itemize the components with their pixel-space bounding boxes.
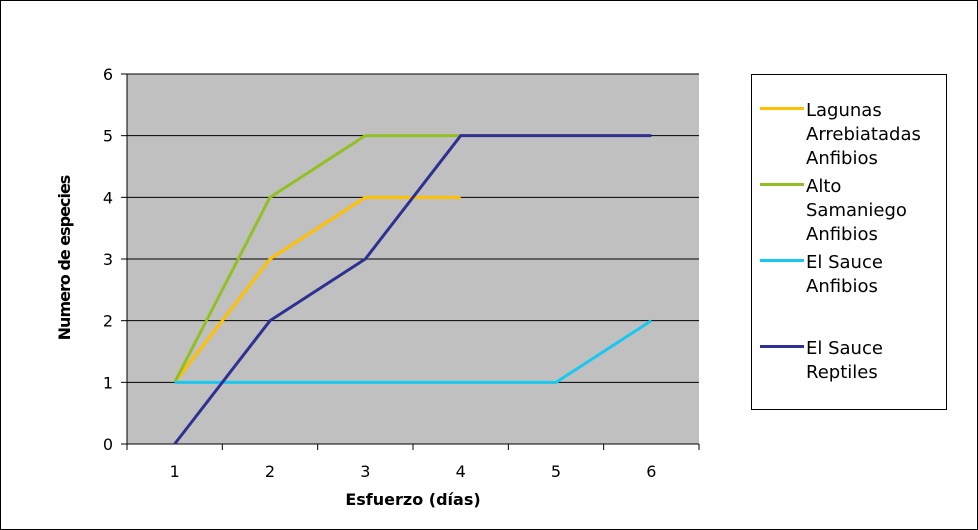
x-tick-label: 2 <box>265 462 275 481</box>
series-line-el-sauce-anfibios <box>174 319 653 384</box>
legend-swatch <box>760 107 804 110</box>
x-tick-label: 3 <box>360 462 370 481</box>
y-tick-label: 3 <box>103 250 113 269</box>
legend-swatch <box>760 259 804 262</box>
legend-item: Alto Samaniego Anfibios <box>760 175 946 247</box>
legend-item: El Sauce Reptiles <box>760 337 946 385</box>
legend-swatch <box>760 183 804 186</box>
legend-label: El Sauce Anfibios <box>806 252 883 297</box>
axes <box>121 73 700 450</box>
y-axis-label: Numero de especies <box>55 175 74 340</box>
legend: Lagunas Arrebiatadas Anfibios Alto Samani… <box>751 74 947 410</box>
y-tick-label: 1 <box>103 373 113 392</box>
x-axis-label: Esfuerzo (días) <box>345 490 480 509</box>
legend-label: Lagunas Arrebiatadas Anfibios <box>806 100 921 169</box>
legend-swatch <box>760 345 804 348</box>
y-tick-label: 2 <box>103 312 113 331</box>
x-tick-label: 4 <box>456 462 466 481</box>
x-tick-label: 5 <box>551 462 561 481</box>
tick-labels: 0 1 2 3 4 5 6 1 2 3 4 5 6 <box>103 65 657 481</box>
legend-item: Lagunas Arrebiatadas Anfibios <box>760 99 946 171</box>
series-line-el-sauce-reptiles <box>173 134 652 445</box>
series-lines <box>173 134 653 445</box>
x-tick-label: 1 <box>170 462 180 481</box>
legend-label: El Sauce Reptiles <box>806 338 883 383</box>
legend-item: El Sauce Anfibios <box>760 251 946 299</box>
y-tick-label: 0 <box>103 435 113 454</box>
x-tick-label: 6 <box>646 462 656 481</box>
y-tick-label: 6 <box>103 65 113 84</box>
y-tick-label: 4 <box>103 188 113 207</box>
series-line-alto-samaniego-anfibios <box>173 134 461 384</box>
y-tick-label: 5 <box>103 127 113 146</box>
legend-label: Alto Samaniego Anfibios <box>806 176 907 245</box>
